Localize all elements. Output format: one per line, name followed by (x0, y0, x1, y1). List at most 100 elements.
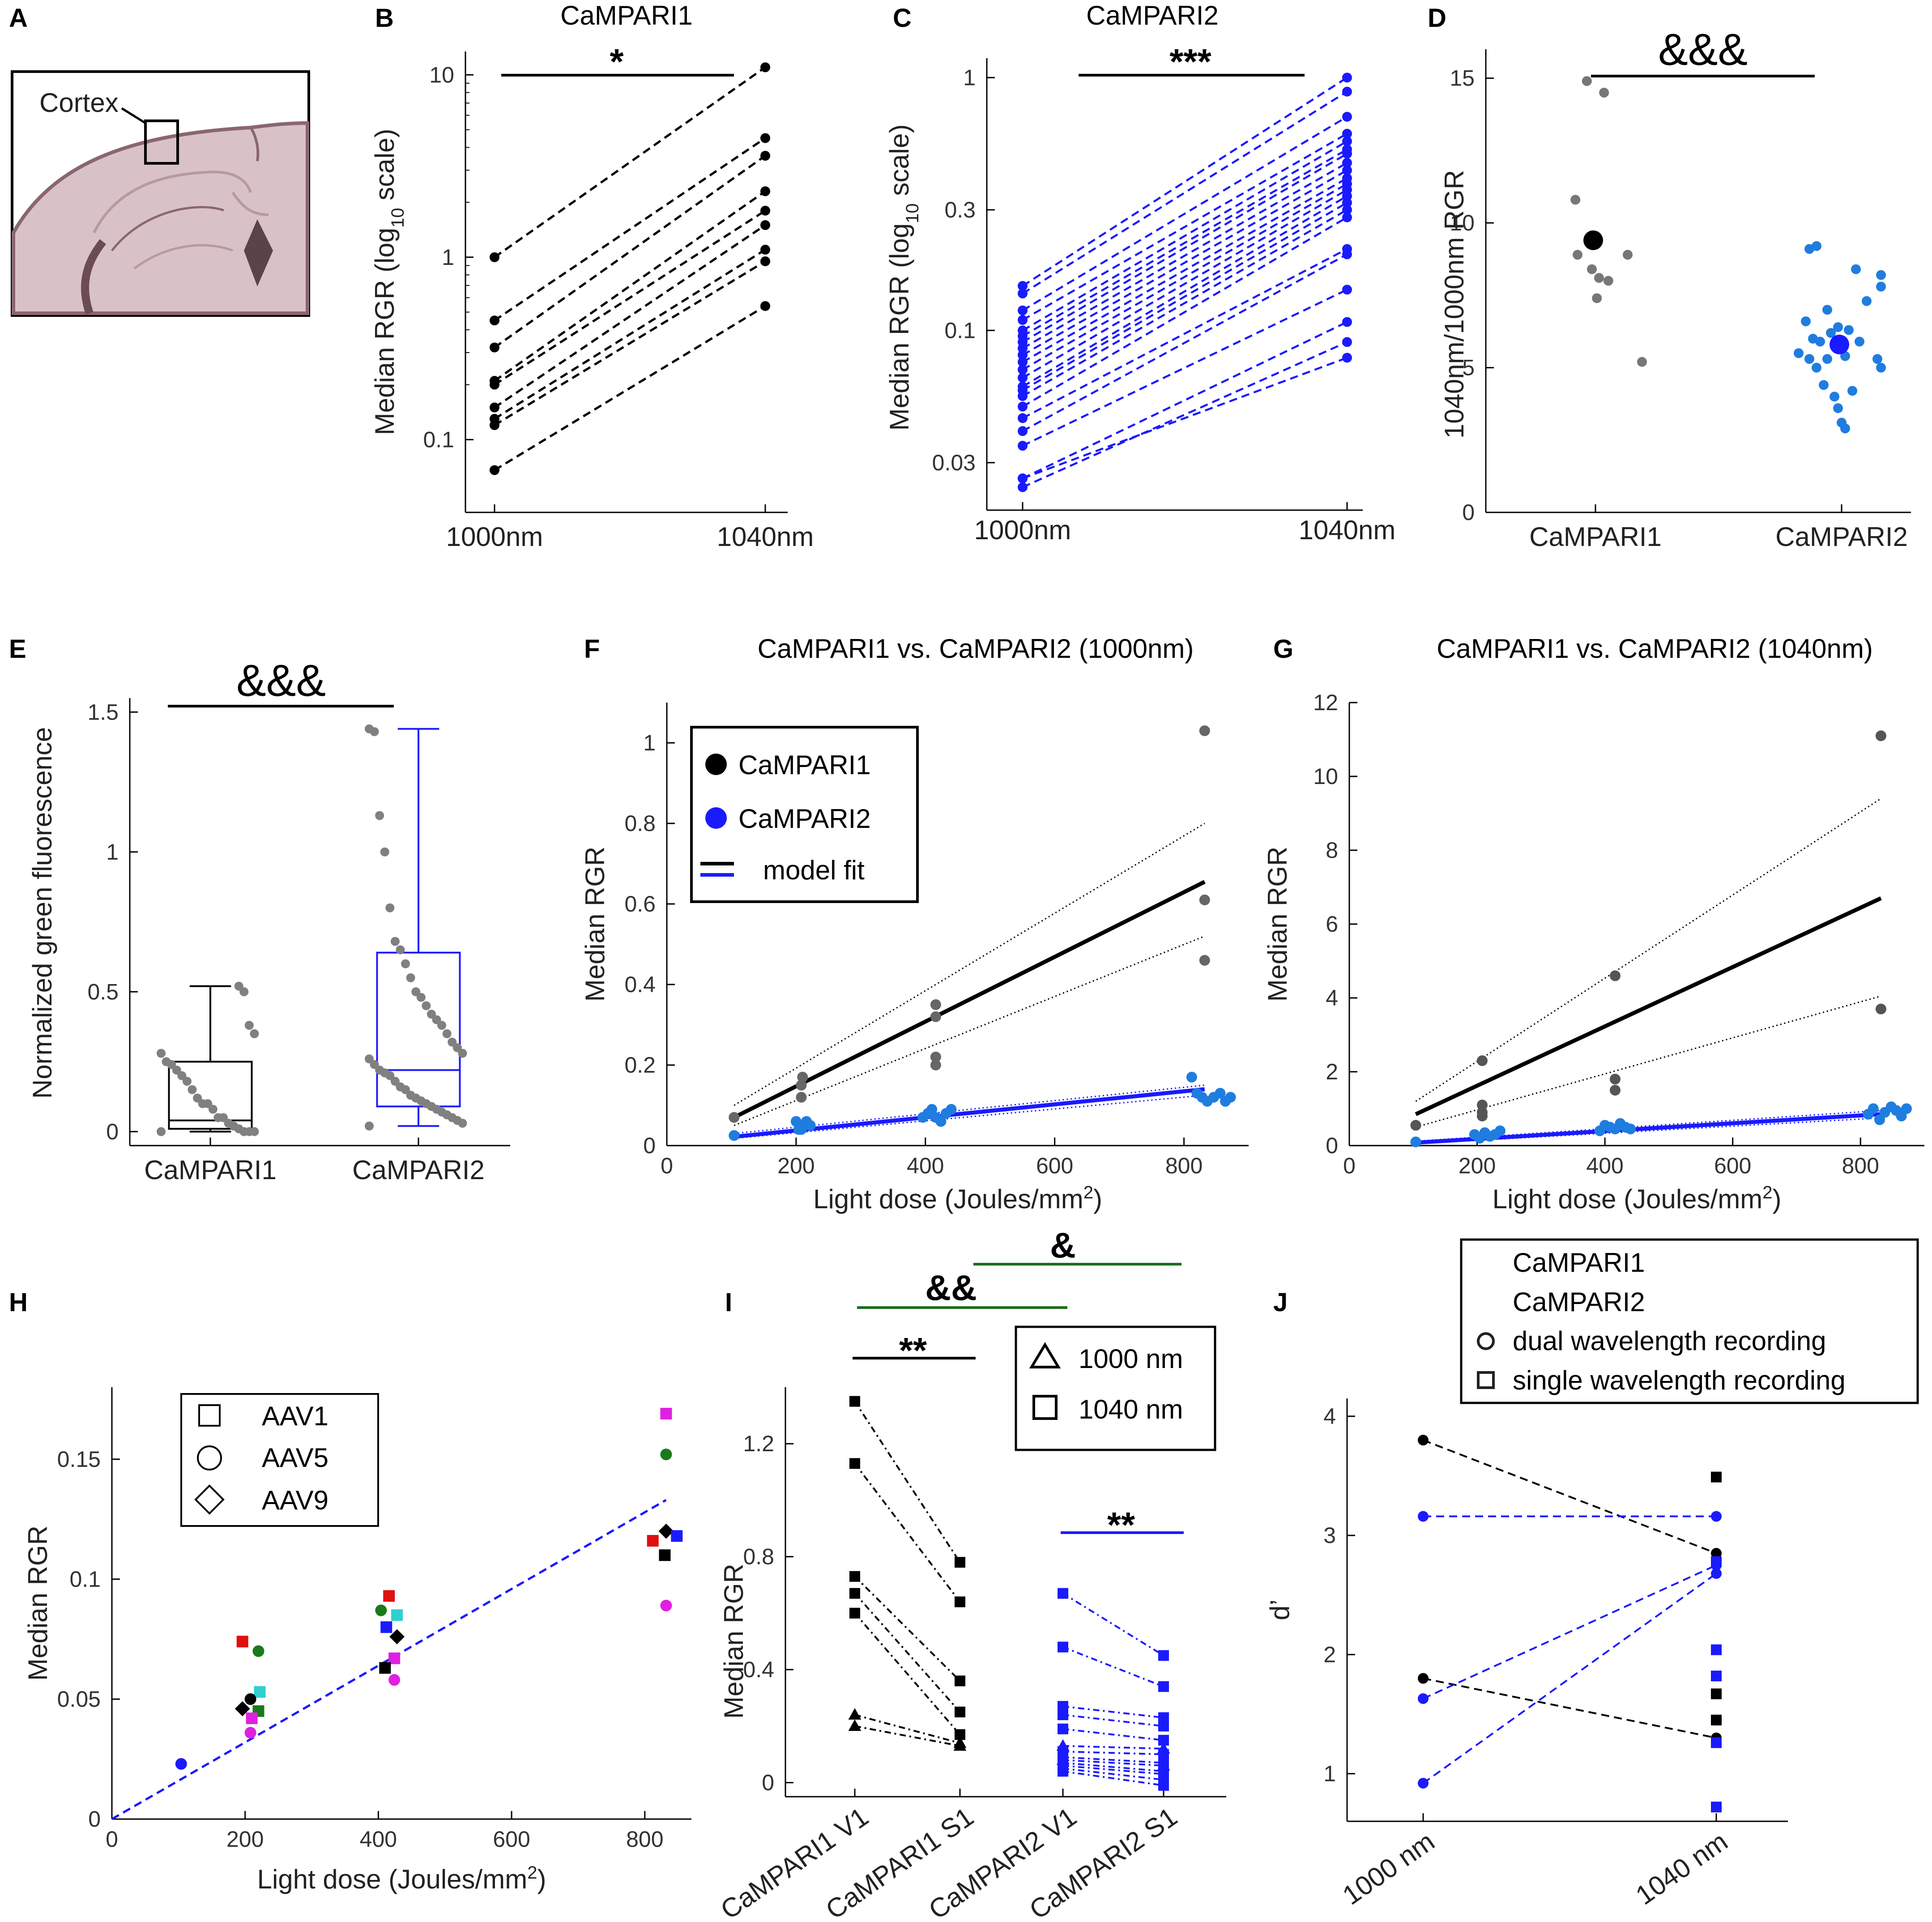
legend-box (180, 1393, 379, 1527)
data-point (1342, 285, 1352, 295)
data-point (849, 1396, 860, 1407)
data-point (1599, 88, 1609, 98)
data-point (955, 1706, 965, 1717)
data-point (365, 1121, 374, 1131)
x-axis-label: Light dose (Joules/mm2) (1493, 1183, 1782, 1214)
data-point (1609, 970, 1621, 981)
data-point (1018, 350, 1028, 360)
legend-label-campari1: CaMPARI1 (738, 750, 871, 780)
data-point (1342, 165, 1352, 175)
y-axis-label: 1040nm/1000nm RGR (1439, 170, 1469, 439)
data-point (1058, 1588, 1068, 1599)
data-point (1418, 1777, 1429, 1789)
data-point (1342, 353, 1352, 363)
pair-line (1022, 183, 1348, 371)
panel-j-chart: 1 2 3 4 1000 nm 1040 nm CaMPARI1 CaMPARI2 dual w… (1265, 1238, 1919, 1911)
data-point (448, 1037, 457, 1047)
data-point (1410, 1120, 1421, 1131)
x-tick-label: 600 (1714, 1153, 1751, 1178)
x-tick-label: 1040 nm (1630, 1826, 1733, 1911)
x-axis-label: Light dose (Joules/mm2) (257, 1863, 546, 1894)
pair-line (494, 248, 766, 420)
panel-d-chart: 0 5 10 15 CaMPARI1 CaMPARI2 &&& 1040nm/1000nm R… (1439, 25, 1911, 552)
data-point (1625, 1123, 1636, 1134)
x-axis-label-part: 2 (1083, 1183, 1093, 1202)
pair-line (1062, 1714, 1164, 1727)
data-point (1342, 86, 1352, 97)
pair-line (1062, 1745, 1164, 1750)
y-tick-label: 2 (1326, 1059, 1338, 1084)
data-point (1826, 328, 1836, 338)
y-axis-label: d’ (1265, 1599, 1295, 1620)
pair-line (1022, 132, 1348, 321)
y-tick-label: 0.03 (932, 450, 976, 475)
data-point (760, 186, 770, 196)
cortex-pointer (121, 107, 146, 124)
pair-line (1022, 195, 1348, 388)
data-point (1711, 1737, 1722, 1748)
legend-marker-circle (1477, 1332, 1495, 1350)
panel-h-chart: 0 0.05 0.1 0.15 0 200 400 600 800 AAV1 AAV5 AAV9 Lig… (23, 1387, 691, 1894)
data-point (490, 465, 499, 475)
data-point (490, 402, 499, 413)
panel-letter-f: F (584, 635, 600, 664)
y-axis-label-part: Normalized green fluorescence (27, 727, 57, 1099)
data-point (848, 1719, 862, 1731)
legend-marker-campari2 (705, 807, 727, 829)
pair-line (494, 155, 766, 349)
pair-line (1062, 1646, 1164, 1688)
y-axis-label: Median RGR (log10 scale) (884, 124, 922, 431)
y-tick-label: 12 (1313, 690, 1338, 715)
pair-line (1062, 1764, 1164, 1775)
data-point (1711, 1802, 1722, 1813)
panel-letter-h: H (9, 1288, 28, 1317)
data-point (1018, 473, 1028, 484)
pair-line (1062, 1756, 1164, 1764)
data-point (1623, 250, 1633, 260)
data-point (1794, 348, 1804, 358)
data-point (365, 1054, 374, 1064)
x-tick-label: 0 (1343, 1153, 1356, 1178)
legend-label-aav1: AAV1 (262, 1401, 328, 1431)
data-point (365, 724, 374, 733)
significance-label: ** (899, 1330, 927, 1370)
pair-line (1022, 189, 1348, 379)
data-point (1199, 725, 1210, 736)
data-point (849, 1458, 860, 1469)
pair-line (1062, 1751, 1164, 1756)
legend-marker-triangle (1029, 1342, 1061, 1368)
data-point (760, 62, 770, 72)
legend-label-model-fit: model fit (763, 855, 865, 885)
data-point (422, 1001, 431, 1010)
data-point (955, 1675, 965, 1687)
pair-line (1423, 1564, 1717, 1700)
significance-label: ** (1107, 1505, 1135, 1545)
data-point (1637, 357, 1647, 367)
y-axis-label: Median RGR (1262, 847, 1292, 1002)
data-point (193, 1093, 202, 1103)
data-point (930, 1052, 941, 1062)
data-point (1851, 264, 1861, 274)
data-point (848, 1708, 862, 1720)
data-point (796, 1080, 807, 1091)
legend-label-campari2: CaMPARI2 (738, 804, 871, 834)
pair-line (1423, 1677, 1717, 1739)
model-fit-line (1415, 896, 1882, 1116)
y-tick-label: 0.6 (624, 891, 656, 916)
pair-line (1062, 1767, 1164, 1781)
x-tick-label: 800 (1842, 1153, 1879, 1178)
pair-line (1022, 321, 1348, 480)
data-point (1570, 195, 1581, 205)
significance-label: && (925, 1268, 977, 1308)
y-tick-label: 1.5 (87, 699, 119, 724)
data-point (1225, 1092, 1236, 1103)
y-axis-label-part: scale) (370, 129, 400, 208)
data-point (1476, 1100, 1488, 1111)
chart-title: CaMPARI1 vs. CaMPARI2 (1000nm) (758, 634, 1194, 664)
data-point (1833, 322, 1843, 332)
model-fit-line (733, 880, 1206, 1120)
x-axis-label-part: 2 (527, 1863, 537, 1883)
y-tick-label: 3 (1323, 1523, 1336, 1548)
legend-label-campari2: CaMPARI2 (1513, 1287, 1645, 1317)
